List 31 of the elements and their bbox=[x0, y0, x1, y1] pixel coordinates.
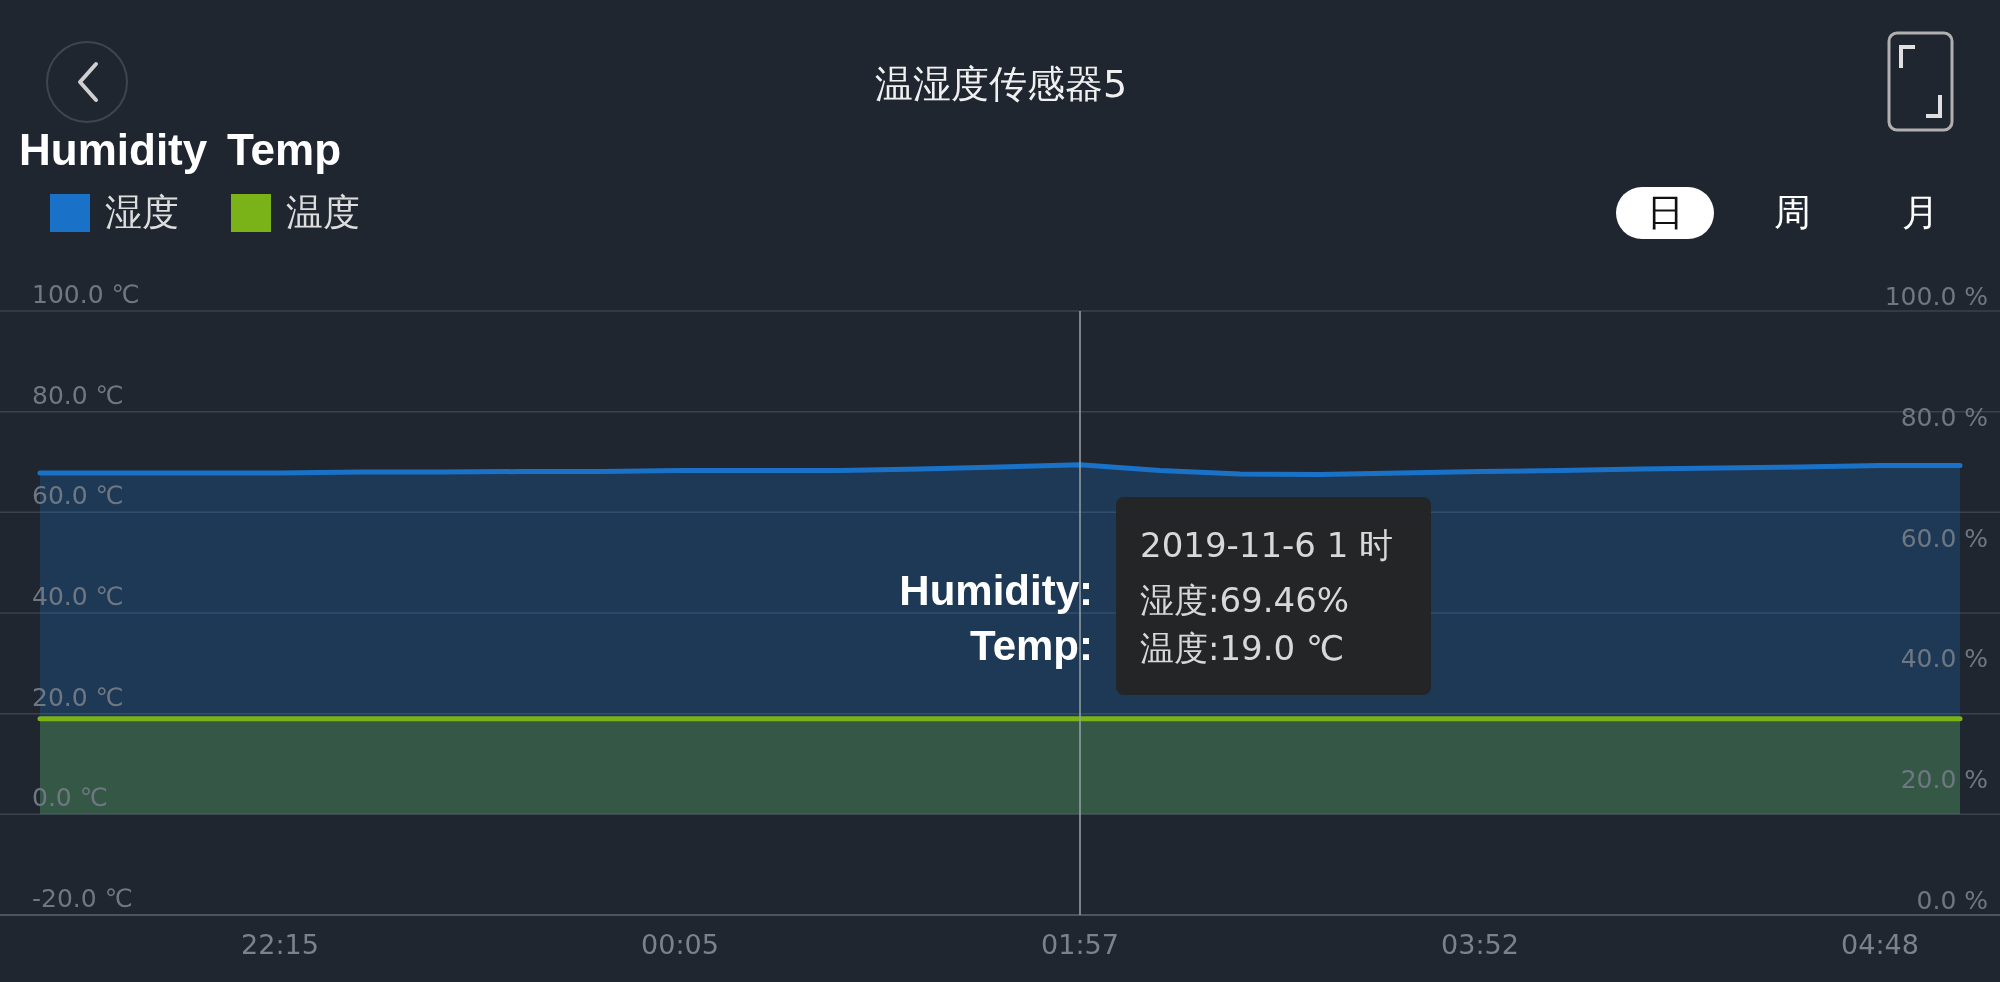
annotation: 温度:19.0 ℃ bbox=[1140, 628, 1345, 668]
annotation: 2019-11-6 1 时 bbox=[1140, 525, 1394, 565]
y-tick-label: 0.0 ℃ bbox=[32, 783, 108, 813]
chart-title: 温湿度传感器5 bbox=[874, 62, 1128, 106]
text: 月 bbox=[1901, 191, 1939, 234]
y-tick-label: 60.0 ℃ bbox=[32, 481, 124, 511]
y2-tick-label: 80.0 % bbox=[1900, 402, 1988, 432]
x-tick-label: 03:52 bbox=[1441, 929, 1519, 960]
x-tick-label: 22:15 bbox=[241, 929, 319, 960]
y-tick-label: 20.0 ℃ bbox=[32, 682, 124, 712]
y2-tick-label: 40.0 % bbox=[1900, 644, 1988, 674]
y-tick-label: 40.0 ℃ bbox=[32, 582, 124, 611]
y2-tick-label: 60.0 % bbox=[1900, 523, 1988, 553]
x-tick-label: 01:57 bbox=[1041, 929, 1119, 960]
legend-label: 温度 bbox=[286, 191, 360, 234]
legend-label: 湿度 bbox=[105, 191, 179, 234]
y-tick-label: -20.0 ℃ bbox=[32, 884, 133, 913]
text: Temp bbox=[227, 125, 342, 174]
y2-tick-label: 20.0 % bbox=[1900, 765, 1988, 795]
y2-tick-label: 0.0 % bbox=[1916, 886, 1988, 915]
text: Humidity bbox=[19, 125, 208, 174]
annotation: 湿度:69.46% bbox=[1140, 580, 1350, 620]
y-tick-label: 100.0 ℃ bbox=[32, 280, 140, 309]
x-tick-label: 04:48 bbox=[1841, 929, 1919, 960]
x-tick-label: 00:05 bbox=[641, 929, 719, 960]
text: 周 bbox=[1773, 191, 1811, 234]
annotation: Temp: bbox=[970, 622, 1093, 669]
text: 日 bbox=[1646, 191, 1684, 234]
y2-tick-label: 100.0 % bbox=[1884, 282, 1988, 311]
annotation: Humidity: bbox=[899, 567, 1093, 614]
y-tick-label: 80.0 ℃ bbox=[32, 380, 124, 410]
